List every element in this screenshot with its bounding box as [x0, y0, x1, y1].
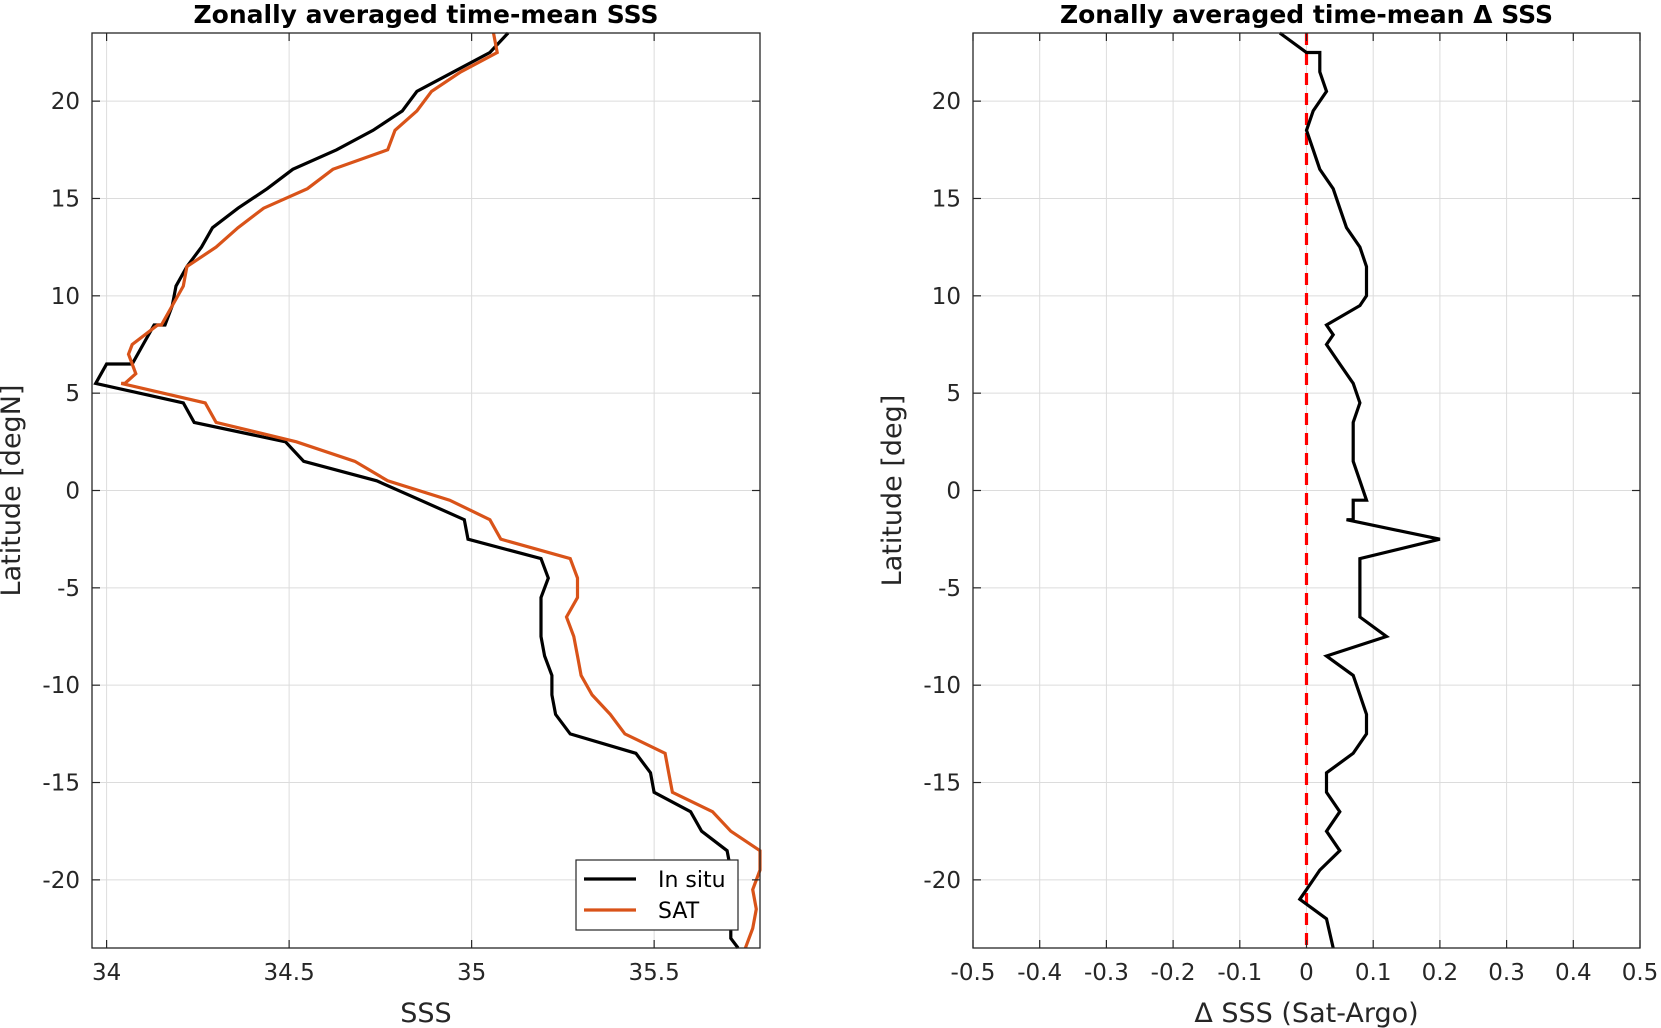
chart-title: Zonally averaged time-mean Δ SSS [1060, 0, 1553, 29]
panel-sss: Zonally averaged time-mean SSS 34 34.5 35 3… [0, 0, 762, 1028]
x-tick-label: 0.1 [1355, 960, 1392, 986]
y-axis-label: Latitude [deg] [877, 395, 908, 587]
y-tick-label: 0 [65, 479, 80, 505]
x-tick-label: 0.4 [1555, 960, 1592, 986]
legend-label-sat: SAT [658, 899, 700, 924]
y-tick-label: -10 [42, 673, 80, 699]
y-tick-label: -10 [923, 673, 961, 699]
y-tick-label: 0 [946, 479, 961, 505]
y-tick-label: 20 [51, 89, 80, 115]
series-line-sat [120, 32, 762, 949]
y-tick-label: -20 [923, 868, 961, 894]
x-tick-label: 0 [1299, 960, 1314, 986]
x-tick-label: 34.5 [264, 960, 315, 986]
y-tick-label: 5 [946, 381, 961, 407]
legend-box [575, 859, 739, 931]
x-tick-label: 35.5 [629, 960, 680, 986]
y-tick-label: -15 [42, 771, 80, 797]
y-tick-label: 15 [932, 186, 961, 212]
x-tick-label: 0.5 [1622, 960, 1659, 986]
series-line-in-situ [93, 31, 740, 949]
y-tick-label: 10 [932, 284, 961, 310]
y-tick-label: 10 [51, 284, 80, 310]
y-axis-label: Latitude [degN] [0, 385, 27, 597]
series-line-delta-sss [1278, 31, 1441, 949]
x-tick-label: 0.3 [1488, 960, 1525, 986]
y-tick-label: -20 [42, 868, 80, 894]
y-tick-label: 5 [65, 381, 80, 407]
x-tick-label: -0.2 [1151, 960, 1196, 986]
x-axis-label: Δ SSS (Sat-Argo) [1194, 998, 1418, 1028]
x-tick-label: 35 [457, 960, 486, 986]
y-tick-label: 15 [51, 186, 80, 212]
y-tick-label: -5 [938, 576, 961, 602]
x-tick-label: -0.3 [1084, 960, 1129, 986]
y-tick-label: -5 [57, 576, 80, 602]
x-tick-label: -0.4 [1017, 960, 1062, 986]
legend-label-in-situ: In situ [658, 868, 726, 893]
panel-delta-sss: Zonally averaged time-mean Δ SSS -0.5 -0.… [877, 0, 1658, 1028]
x-tick-label: 34 [92, 960, 121, 986]
chart-title: Zonally averaged time-mean SSS [194, 0, 659, 29]
y-tick-label: 20 [932, 89, 961, 115]
x-axis-label: SSS [400, 998, 451, 1028]
x-tick-label: 0.2 [1422, 960, 1459, 986]
y-tick-label: -15 [923, 771, 961, 797]
legend: In situ SAT [575, 859, 739, 931]
x-tick-label: -0.1 [1217, 960, 1262, 986]
x-tick-label: -0.5 [951, 960, 996, 986]
